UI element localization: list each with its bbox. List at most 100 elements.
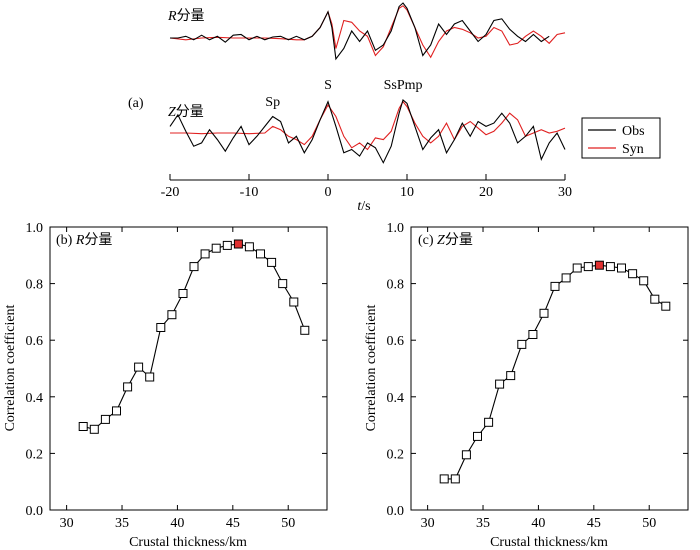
- x-tick-label: 30: [60, 516, 74, 531]
- x-tick-label: 35: [115, 516, 129, 531]
- data-marker: [639, 276, 649, 286]
- panel-c-data: [439, 260, 671, 484]
- data-marker: [256, 249, 265, 259]
- panel-c-frame: [410, 226, 689, 511]
- phase-label-sp: Sp: [265, 95, 280, 110]
- data-marker: [167, 310, 177, 320]
- trace-z-obs: [169, 99, 566, 164]
- data-marker: [156, 323, 166, 332]
- y-tick-label: 0.6: [26, 334, 44, 349]
- data-marker: [628, 269, 638, 279]
- y-tick-label: 0.2: [387, 447, 405, 462]
- time-axis-ticks: -20 -10 0 10 20 30: [161, 174, 572, 200]
- z-component-label: Z分量: [168, 104, 204, 120]
- z-correlation-panel: (c) Z分量 30 35 40 45 50 0.0 0.2 0.4 0.6 0.8 1.0 Cru…: [364, 221, 689, 550]
- time-tick-label: -20: [161, 185, 180, 200]
- data-marker: [100, 414, 110, 424]
- data-marker: [222, 240, 232, 250]
- y-tick-label: 0.0: [387, 504, 405, 519]
- data-marker: [211, 243, 221, 253]
- time-tick-label: 0: [325, 185, 332, 200]
- y-tick-label: 0.0: [26, 504, 44, 519]
- x-tick-label: 40: [170, 516, 184, 531]
- correlation-curve: [83, 243, 306, 430]
- y-tick-label: 0.8: [387, 278, 405, 293]
- data-marker: [572, 263, 582, 273]
- x-tick-label: 50: [281, 516, 295, 531]
- panel-c-title: (c) Z分量: [418, 232, 473, 248]
- data-marker: [484, 417, 494, 427]
- x-tick-label: 35: [476, 516, 490, 531]
- data-marker: [461, 450, 471, 460]
- time-tick-label: 30: [558, 185, 572, 200]
- data-marker: [123, 382, 133, 392]
- correlation-curve: [444, 264, 667, 480]
- data-marker: [473, 431, 482, 441]
- time-tick-label: 10: [400, 185, 414, 200]
- data-marker: [78, 422, 88, 431]
- best-fit-marker: [233, 239, 243, 249]
- panel-c-axes: 30 35 40 45 50 0.0 0.2 0.4 0.6 0.8 1.0: [387, 221, 688, 531]
- data-marker: [244, 242, 254, 252]
- y-tick-label: 0.2: [26, 447, 44, 462]
- data-marker: [605, 262, 615, 272]
- data-marker: [506, 371, 516, 381]
- x-tick-label: 45: [587, 516, 601, 531]
- data-marker: [561, 273, 571, 283]
- waveform-panel: (a) R分量 Z分量 S Sp SsPmp -20 -10 0 10 20 30 t/s…: [128, 2, 661, 214]
- data-marker: [200, 249, 210, 259]
- phase-label-sspmp: SsPmp: [384, 78, 423, 93]
- data-marker: [439, 474, 449, 484]
- data-marker: [300, 325, 310, 335]
- x-tick-label: 50: [642, 516, 656, 531]
- panel-c-ylabel: Correlation coefficient: [364, 304, 379, 431]
- data-marker: [145, 372, 155, 382]
- panel-b-axes: 30 35 40 45 50 0.0 0.2 0.4 0.6 0.8 1.0: [26, 221, 327, 531]
- waveform-traces: [169, 2, 566, 164]
- data-marker: [517, 339, 527, 349]
- time-tick-label: -10: [240, 185, 259, 200]
- data-marker: [539, 308, 549, 318]
- y-tick-label: 1.0: [26, 221, 44, 236]
- data-marker: [583, 262, 593, 272]
- trace-r-obs: [170, 2, 550, 61]
- panel-b-frame: [49, 226, 328, 511]
- legend: Obs Syn: [581, 117, 661, 159]
- x-tick-label: 45: [226, 516, 240, 531]
- panel-a-label: (a): [128, 96, 144, 111]
- data-marker: [450, 474, 460, 484]
- panel-b-data: [78, 239, 310, 434]
- r-component-label: R分量: [167, 8, 205, 24]
- data-marker: [550, 281, 560, 291]
- data-marker: [267, 257, 277, 267]
- y-tick-label: 0.6: [387, 334, 405, 349]
- data-marker: [278, 279, 288, 289]
- data-marker: [661, 301, 671, 311]
- legend-syn-label: Syn: [622, 142, 644, 157]
- time-tick-label: 20: [479, 185, 493, 200]
- data-marker: [617, 263, 626, 273]
- y-tick-label: 1.0: [387, 221, 405, 236]
- data-marker: [289, 297, 299, 307]
- data-marker: [178, 289, 188, 298]
- panel-b-title: (b) R分量: [56, 232, 112, 248]
- panel-b-ylabel: Correlation coefficient: [3, 304, 18, 431]
- data-marker: [650, 294, 660, 304]
- data-marker: [134, 362, 144, 372]
- data-marker: [112, 406, 121, 416]
- data-marker: [495, 379, 505, 389]
- best-fit-marker: [594, 260, 604, 270]
- panel-b-xlabel: Crustal thickness/km: [129, 535, 247, 550]
- panel-c-xlabel: Crustal thickness/km: [490, 535, 608, 550]
- y-tick-label: 0.4: [26, 391, 44, 406]
- phase-label-s: S: [324, 78, 332, 93]
- legend-obs-label: Obs: [622, 124, 645, 139]
- x-tick-label: 40: [531, 516, 545, 531]
- y-tick-label: 0.8: [26, 278, 44, 293]
- y-tick-label: 0.4: [387, 391, 405, 406]
- data-marker: [528, 330, 538, 339]
- data-marker: [89, 424, 99, 434]
- r-correlation-panel: (b) R分量 30 35 40 45 50 0.0 0.2 0.4 0.6 0.8 1.0 Cru…: [3, 221, 328, 550]
- x-tick-label: 30: [421, 516, 435, 531]
- data-marker: [189, 262, 199, 272]
